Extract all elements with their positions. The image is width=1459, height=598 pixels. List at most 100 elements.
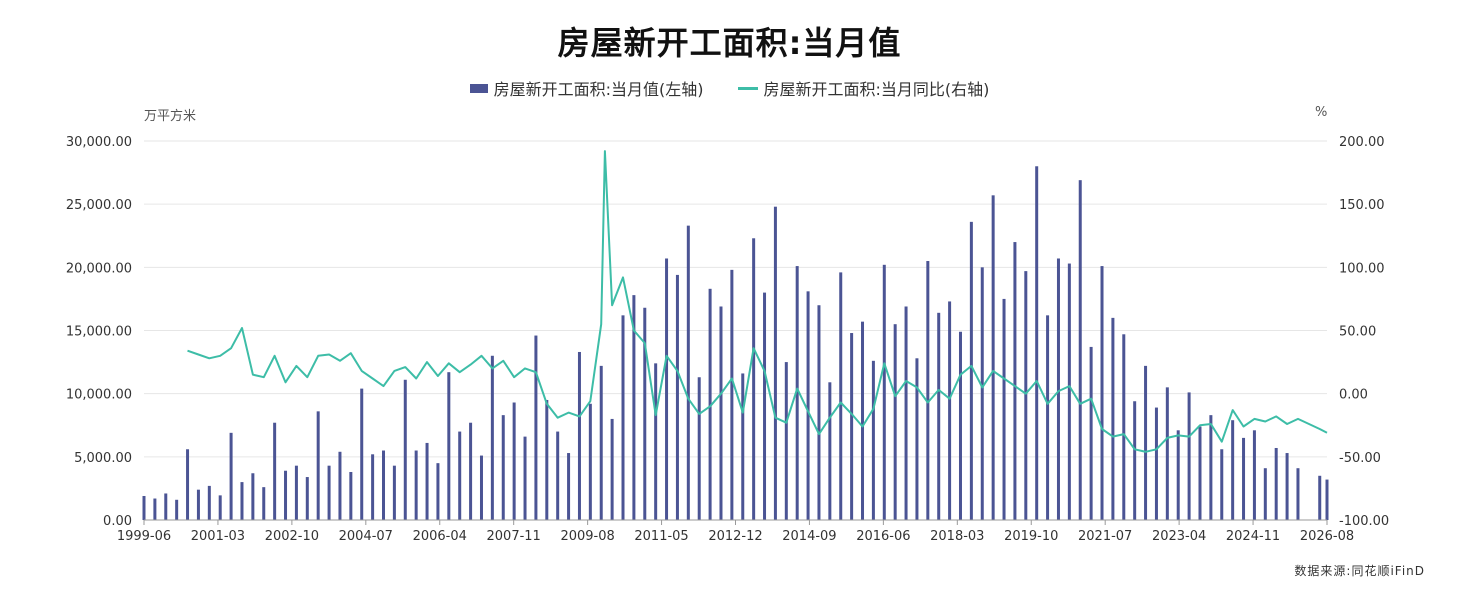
bar — [621, 315, 625, 520]
bar — [871, 360, 875, 520]
bar — [262, 487, 266, 520]
bar — [1263, 468, 1267, 520]
bar — [164, 493, 168, 520]
x-tick-label: 2021-07 — [1078, 529, 1132, 544]
bar — [1318, 475, 1322, 520]
bar — [349, 471, 353, 520]
x-tick-label: 2019-10 — [1004, 529, 1058, 544]
x-tick-label: 2012-12 — [708, 529, 762, 544]
bar — [142, 495, 146, 520]
x-tick-label: 2002-10 — [265, 529, 319, 544]
bar — [1133, 401, 1137, 520]
bar — [1274, 447, 1278, 520]
bar — [686, 225, 690, 521]
bar — [1002, 298, 1006, 520]
x-tick-label: 2009-08 — [560, 529, 614, 544]
bar — [567, 453, 571, 520]
bar — [382, 450, 386, 520]
bar — [784, 362, 788, 520]
bar — [675, 274, 679, 520]
bar — [1035, 166, 1039, 520]
legend: 房屋新开工面积:当月值(左轴) 房屋新开工面积:当月同比(右轴) — [0, 76, 1459, 100]
y-left-tick-label: 25,000.00 — [66, 198, 132, 213]
bar — [654, 363, 658, 520]
bar — [153, 498, 157, 520]
line-series — [187, 150, 1328, 453]
bar — [1100, 266, 1104, 520]
bar — [577, 351, 581, 520]
bar — [697, 377, 701, 520]
bar — [904, 306, 908, 520]
bar — [588, 403, 592, 520]
x-tick-label: 2024-11 — [1226, 529, 1280, 544]
bar — [1013, 242, 1017, 521]
x-tick-label: 2001-03 — [191, 529, 245, 544]
y-right-tick-label: -50.00 — [1339, 451, 1381, 466]
bar — [719, 306, 723, 520]
bar — [218, 495, 222, 520]
y-left-tick-label: 20,000.00 — [66, 261, 132, 276]
bar — [1046, 315, 1050, 520]
y-right-tick-label: -100.00 — [1339, 514, 1389, 529]
y-right-tick-label: 0.00 — [1339, 388, 1368, 403]
y-right-tick-label: 150.00 — [1339, 198, 1385, 213]
legend-item-line[interactable]: 房屋新开工面积:当月同比(右轴) — [737, 76, 989, 100]
bar — [839, 272, 843, 520]
bar — [915, 358, 919, 520]
bar — [523, 436, 527, 520]
bar — [545, 399, 549, 520]
y-left-tick-label: 5,000.00 — [74, 451, 132, 466]
legend-bar-label: 房屋新开工面积:当月值(左轴) — [493, 80, 704, 99]
bar — [1209, 415, 1213, 520]
bar — [599, 365, 603, 520]
bar — [665, 258, 669, 520]
bar — [534, 335, 538, 520]
bar — [1231, 420, 1235, 520]
bar — [991, 195, 995, 520]
bar — [806, 291, 810, 520]
bar — [1165, 387, 1169, 520]
x-tick-label: 1999-06 — [117, 529, 171, 544]
y-right-tick-label: 100.00 — [1339, 261, 1385, 276]
bar — [1089, 346, 1093, 520]
bar — [512, 402, 516, 520]
bar — [294, 465, 298, 520]
bar-swatch — [469, 83, 488, 93]
bar — [741, 373, 745, 520]
bar — [828, 382, 832, 520]
bar — [958, 331, 962, 520]
bar — [850, 333, 854, 520]
right-axis-unit: % — [1315, 105, 1328, 120]
bar — [273, 422, 277, 520]
bar — [980, 267, 984, 520]
y-left-tick-label: 15,000.00 — [66, 325, 132, 340]
bar — [1198, 426, 1202, 520]
x-tick-label: 2016-06 — [856, 529, 910, 544]
bar — [610, 418, 614, 520]
bar — [469, 422, 473, 520]
y-right-tick-label: 50.00 — [1339, 325, 1376, 340]
bar — [937, 312, 941, 520]
bar — [458, 431, 462, 520]
bar — [1144, 365, 1148, 520]
bar — [251, 473, 255, 520]
x-tick-label: 2014-09 — [782, 529, 836, 544]
y-right-tick-label: 200.00 — [1339, 135, 1385, 150]
bar — [1242, 437, 1246, 520]
bar — [926, 261, 930, 520]
x-tick-label: 2026-08 — [1300, 529, 1354, 544]
x-tick-label: 2007-11 — [487, 529, 541, 544]
bar — [1176, 430, 1180, 520]
bar — [1024, 271, 1028, 520]
bar — [436, 463, 440, 520]
legend-item-bar[interactable]: 房屋新开工面积:当月值(左轴) — [469, 76, 704, 100]
bar — [1122, 334, 1126, 520]
bar — [861, 321, 865, 520]
bar — [447, 372, 451, 520]
bar — [1111, 317, 1115, 520]
x-tick-label: 2023-04 — [1152, 529, 1206, 544]
bar — [1325, 479, 1329, 520]
y-left-tick-label: 30,000.00 — [66, 135, 132, 150]
bar — [186, 449, 190, 520]
